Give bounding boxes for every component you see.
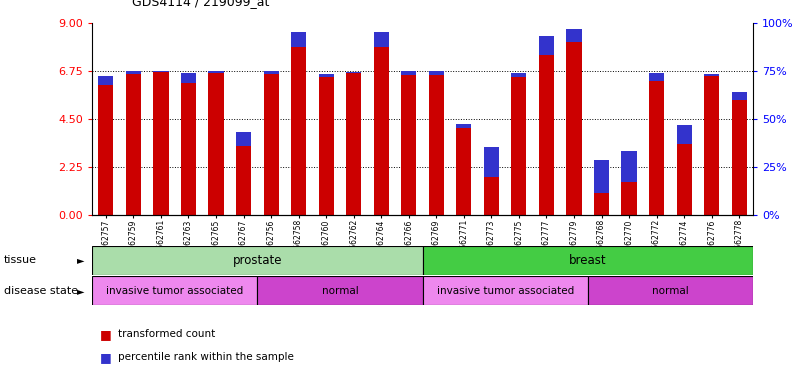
- Bar: [511, 73, 526, 78]
- Bar: [264, 71, 279, 74]
- Bar: [264, 74, 279, 215]
- Bar: [539, 55, 554, 215]
- Text: ►: ►: [77, 286, 84, 296]
- Bar: [99, 85, 114, 215]
- Text: ■: ■: [100, 328, 112, 341]
- Bar: [236, 132, 252, 146]
- Bar: [99, 76, 114, 85]
- Bar: [566, 30, 582, 42]
- Bar: [126, 74, 141, 215]
- Bar: [539, 36, 554, 55]
- Text: transformed count: transformed count: [118, 329, 215, 339]
- Bar: [566, 42, 582, 215]
- Bar: [92, 276, 257, 305]
- Bar: [511, 78, 526, 215]
- Bar: [484, 147, 499, 177]
- Text: ■: ■: [100, 351, 112, 364]
- Bar: [373, 31, 388, 46]
- Text: normal: normal: [652, 286, 689, 296]
- Bar: [457, 124, 472, 127]
- Bar: [401, 75, 417, 215]
- Bar: [373, 46, 388, 215]
- Bar: [319, 74, 334, 78]
- Bar: [208, 71, 223, 73]
- Bar: [153, 72, 168, 215]
- Bar: [429, 71, 444, 75]
- Bar: [181, 83, 196, 215]
- Text: tissue: tissue: [4, 255, 37, 265]
- Bar: [401, 71, 417, 75]
- Text: prostate: prostate: [232, 254, 282, 266]
- Bar: [594, 160, 609, 193]
- Bar: [704, 74, 719, 76]
- Bar: [731, 93, 747, 100]
- Text: percentile rank within the sample: percentile rank within the sample: [118, 352, 294, 362]
- Bar: [677, 126, 692, 144]
- Bar: [291, 46, 306, 215]
- Bar: [153, 71, 168, 72]
- Bar: [291, 31, 306, 46]
- Bar: [208, 73, 223, 215]
- Bar: [704, 76, 719, 215]
- Bar: [731, 100, 747, 215]
- Bar: [319, 78, 334, 215]
- Bar: [423, 276, 588, 305]
- Bar: [181, 73, 196, 83]
- Bar: [346, 73, 361, 215]
- Bar: [126, 71, 141, 74]
- Text: disease state: disease state: [4, 286, 78, 296]
- Text: GDS4114 / 219099_at: GDS4114 / 219099_at: [132, 0, 270, 8]
- Text: invasive tumor associated: invasive tumor associated: [437, 286, 574, 296]
- Text: breast: breast: [569, 254, 606, 266]
- Bar: [588, 276, 753, 305]
- Bar: [346, 72, 361, 73]
- Bar: [649, 73, 664, 81]
- Bar: [457, 127, 472, 215]
- Bar: [257, 276, 422, 305]
- Bar: [622, 151, 637, 215]
- Bar: [92, 246, 423, 275]
- Bar: [594, 160, 609, 215]
- Bar: [429, 75, 444, 215]
- Bar: [649, 81, 664, 215]
- Text: invasive tumor associated: invasive tumor associated: [106, 286, 244, 296]
- Bar: [677, 126, 692, 215]
- Bar: [622, 151, 637, 182]
- Bar: [484, 147, 499, 215]
- Text: ►: ►: [77, 255, 84, 265]
- Bar: [236, 132, 252, 215]
- Bar: [423, 246, 753, 275]
- Text: normal: normal: [321, 286, 358, 296]
